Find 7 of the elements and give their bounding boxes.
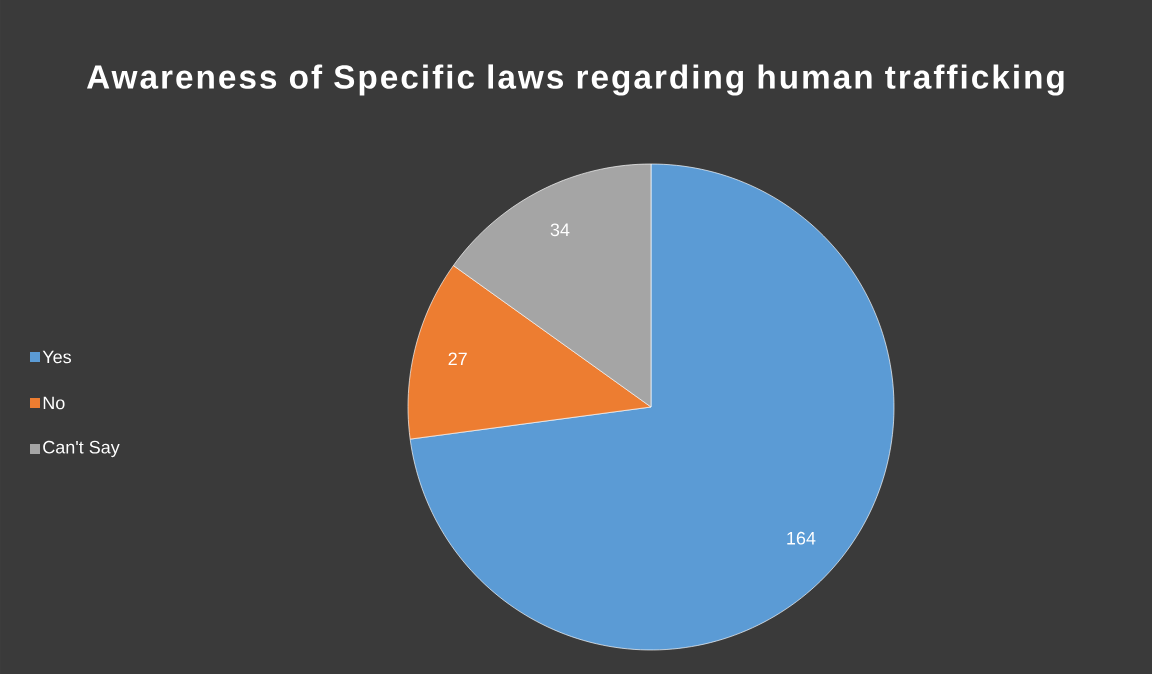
legend-label: No [43, 396, 65, 410]
data-label: 27 [448, 352, 467, 366]
legend-label: Can't Say [43, 440, 120, 458]
data-label: 34 [550, 223, 570, 237]
data-label: 164 [787, 531, 816, 545]
legend-label: Yes [42, 350, 71, 364]
chart-title: Awareness of Specific laws regarding human trafficking [86, 64, 1064, 96]
